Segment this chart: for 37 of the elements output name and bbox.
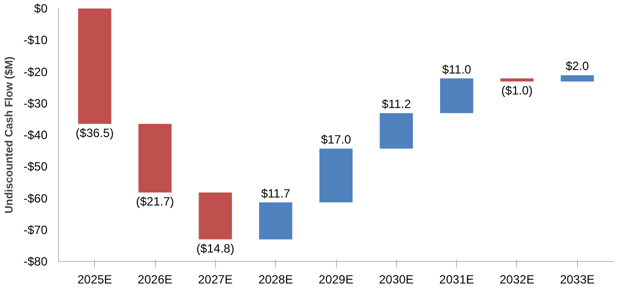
data-label: ($36.5) (76, 126, 114, 140)
x-tick-label: 2026E (138, 272, 172, 286)
bar (259, 202, 292, 240)
data-label: $11.0 (442, 62, 472, 76)
y-tick-label: $0 (34, 2, 48, 16)
x-tick-label: 2033E (560, 272, 595, 286)
x-tick-label: 2032E (500, 272, 534, 286)
bar (560, 75, 594, 82)
data-label: ($21.7) (136, 194, 174, 209)
y-tick-label: -$60 (23, 191, 48, 206)
bar (198, 192, 232, 240)
data-label: ($14.8) (196, 241, 234, 256)
y-tick-label: -$80 (23, 254, 48, 268)
y-tick-label: -$50 (23, 160, 48, 174)
x-tick-label: 2027E (198, 272, 233, 286)
y-tick-label: -$70 (23, 222, 48, 237)
y-tick-label: -$30 (23, 96, 48, 110)
bar (380, 113, 413, 149)
data-label: $11.2 (382, 97, 412, 112)
bar (500, 78, 534, 82)
x-tick-label: 2025E (77, 272, 112, 286)
y-axis-title: Undiscounted Cash Flow ($M) (3, 56, 16, 214)
data-label: $2.0 (566, 59, 590, 74)
y-tick-label: -$20 (23, 64, 48, 79)
bar (138, 124, 172, 193)
bar (440, 78, 474, 114)
bar (78, 8, 112, 124)
x-tick-label: 2028E (258, 272, 294, 286)
data-label: $11.7 (261, 186, 291, 200)
y-tick-label: -$10 (23, 33, 48, 48)
x-tick-label: 2031E (439, 272, 474, 286)
bar (319, 148, 353, 202)
x-tick-label: 2029E (318, 272, 354, 286)
data-label: $17.0 (320, 132, 352, 147)
x-tick-label: 2030E (378, 272, 414, 286)
y-tick-label: -$40 (23, 128, 48, 142)
data-label: ($1.0) (501, 84, 533, 98)
